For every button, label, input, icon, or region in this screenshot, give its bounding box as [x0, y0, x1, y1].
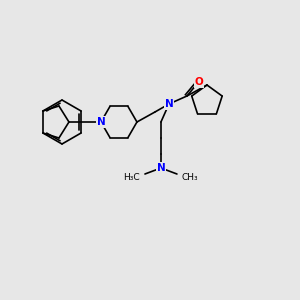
Text: N: N — [157, 163, 165, 173]
Text: H₃C: H₃C — [123, 172, 140, 182]
Text: N: N — [165, 99, 173, 109]
Text: N: N — [97, 117, 105, 127]
Text: O: O — [195, 77, 203, 87]
Text: CH₃: CH₃ — [182, 172, 199, 182]
